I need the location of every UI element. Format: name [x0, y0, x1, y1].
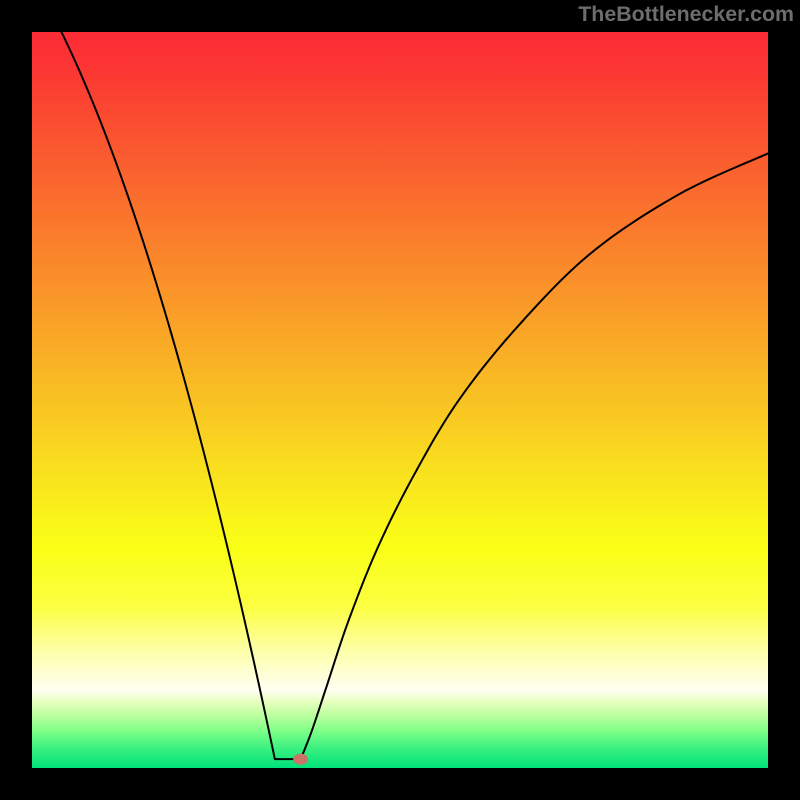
chart-stage: TheBottlenecker.com [0, 0, 800, 800]
plot-background [32, 32, 768, 768]
chart-svg [0, 0, 800, 800]
watermark-text: TheBottlenecker.com [578, 2, 794, 27]
optimum-marker [294, 754, 308, 764]
